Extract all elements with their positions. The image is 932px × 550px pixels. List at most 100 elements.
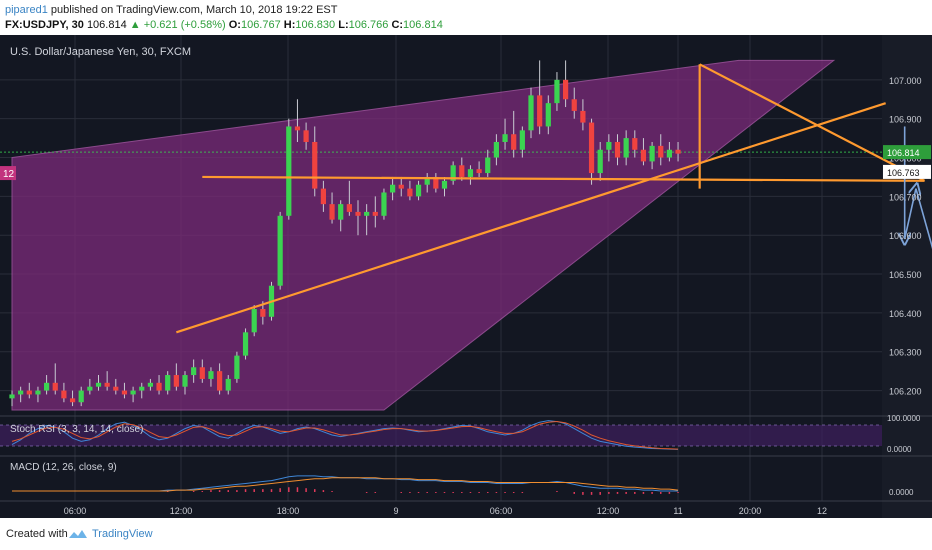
- chart-title: U.S. Dollar/Japanese Yen, 30, FXCM: [10, 46, 191, 58]
- author-link[interactable]: pipared1: [5, 4, 48, 16]
- candle-bearish: [217, 371, 223, 391]
- candle-bearish: [433, 176, 439, 189]
- candle-bullish: [87, 386, 93, 391]
- quote-line: FX:USDJPY, 30 106.814 ▲ +0.621 (+0.58%) …: [5, 19, 443, 31]
- candle-bearish: [69, 398, 76, 403]
- candle-bullish: [44, 382, 50, 391]
- candle-bullish: [277, 215, 283, 286]
- time-axis-tick: 12: [817, 506, 827, 516]
- stoch-rsi-k-line: [11, 420, 679, 450]
- candle-bullish: [191, 367, 197, 376]
- candle-bullish: [666, 149, 672, 158]
- stoch-rsi-label: Stoch RSI (3, 3, 14, 14, close): [10, 424, 143, 435]
- candle-bearish: [640, 149, 647, 162]
- symbol-label: FX:USDJPY, 30: [5, 19, 84, 31]
- candle-bullish: [147, 382, 153, 387]
- close-value: 106.814: [403, 19, 443, 31]
- candle-bullish: [390, 184, 396, 193]
- candle-bullish: [381, 192, 387, 216]
- candle-bearish: [459, 165, 465, 177]
- candle-bullish: [286, 126, 292, 216]
- candle-bullish: [623, 138, 629, 158]
- time-axis-tick: 9: [393, 506, 398, 516]
- price-axis-tick: 106.200: [889, 387, 922, 397]
- candle-bearish: [571, 99, 577, 111]
- candle-bullish: [554, 79, 560, 104]
- candle-bearish: [476, 169, 482, 174]
- price-label-last: 106.814: [887, 148, 920, 158]
- created-with-text: Created with: [6, 528, 68, 540]
- candle-bullish: [450, 165, 456, 181]
- chart-area[interactable]: U.S. Dollar/Japanese Yen, 30, FXCM 12 107.…: [0, 35, 932, 518]
- price-axis-background: [882, 35, 932, 518]
- time-axis-tick: 12:00: [597, 506, 620, 516]
- price-axis-tick: 106.600: [889, 231, 922, 241]
- candle-bullish: [182, 375, 188, 387]
- candle-bearish: [121, 390, 128, 395]
- candle-bullish: [502, 134, 508, 142]
- candle-bullish: [528, 95, 534, 131]
- candle-bullish: [467, 169, 474, 177]
- candle-bullish: [35, 390, 41, 395]
- projection-arrow: [915, 188, 932, 250]
- price-axis-tick: 106.500: [889, 270, 922, 280]
- candle-bullish: [139, 386, 145, 391]
- tradingview-link[interactable]: TradingView: [92, 528, 153, 540]
- candle-bullish: [251, 309, 257, 333]
- candle-bearish: [355, 211, 361, 216]
- open-value: 106.767: [240, 19, 281, 31]
- stoch-rsi-tick-top: 100.0000: [887, 414, 921, 423]
- last-price: 106.814: [86, 19, 127, 31]
- price-axis-tick: 106.700: [889, 192, 922, 202]
- candle-bearish: [632, 138, 638, 150]
- trendline-triangle-upper: [699, 63, 926, 182]
- stoch-rsi-d-line: [11, 421, 679, 450]
- candle-bullish: [597, 149, 603, 174]
- low-value: 106.766: [348, 19, 389, 31]
- candle-bearish: [312, 141, 318, 189]
- time-axis-tick: 12:00: [170, 506, 193, 516]
- candle-bullish: [424, 176, 430, 185]
- candle-bearish: [26, 390, 32, 395]
- candle-bullish: [545, 103, 551, 127]
- candle-bullish: [485, 157, 491, 174]
- candle-bearish: [294, 126, 301, 131]
- time-axis-tick: 06:00: [490, 506, 513, 516]
- candle-bullish: [441, 180, 448, 189]
- close-label: C:: [391, 19, 404, 31]
- candle-bearish: [614, 141, 621, 158]
- candle-bearish: [303, 130, 309, 142]
- candle-bearish: [398, 184, 404, 189]
- candle-bullish: [78, 390, 84, 403]
- open-label: O:: [228, 19, 241, 31]
- price-chart[interactable]: U.S. Dollar/Japanese Yen, 30, FXCM 12 107.…: [0, 35, 932, 518]
- price-label-level: 106.763: [887, 168, 920, 178]
- published-text: published on TradingView.com, March 10, …: [50, 4, 338, 16]
- candle-bullish: [95, 382, 102, 387]
- candle-bearish: [658, 145, 664, 158]
- candle-bullish: [208, 371, 214, 379]
- high-label: H:: [283, 19, 296, 31]
- time-axis-tick: 11: [673, 506, 682, 516]
- chart-footer: Created with TradingView: [0, 518, 932, 550]
- price-label-bg: [883, 164, 931, 179]
- price-axis-tick: 106.300: [889, 348, 922, 358]
- candle-bearish: [260, 309, 266, 317]
- publish-line: pipared1 published on TradingView.com, M…: [5, 4, 337, 16]
- candle-bearish: [372, 211, 378, 216]
- candle-bearish: [104, 382, 110, 387]
- candle-bearish: [588, 122, 595, 174]
- candle-bearish: [156, 382, 162, 391]
- time-axis-tick: 20:00: [739, 506, 762, 516]
- trendline-neckline: [202, 175, 925, 182]
- candle-bearish: [173, 375, 179, 387]
- tradingview-logo-icon: [69, 530, 87, 538]
- candle-bullish: [234, 355, 240, 379]
- candle-bullish: [493, 141, 499, 158]
- candle-bullish: [364, 211, 370, 216]
- low-label: L:: [338, 19, 349, 31]
- candle-bullish: [225, 378, 231, 391]
- stoch-rsi-tick-bottom: 0.0000: [887, 445, 912, 454]
- candle-bearish: [580, 110, 586, 123]
- candle-bullish: [606, 141, 612, 150]
